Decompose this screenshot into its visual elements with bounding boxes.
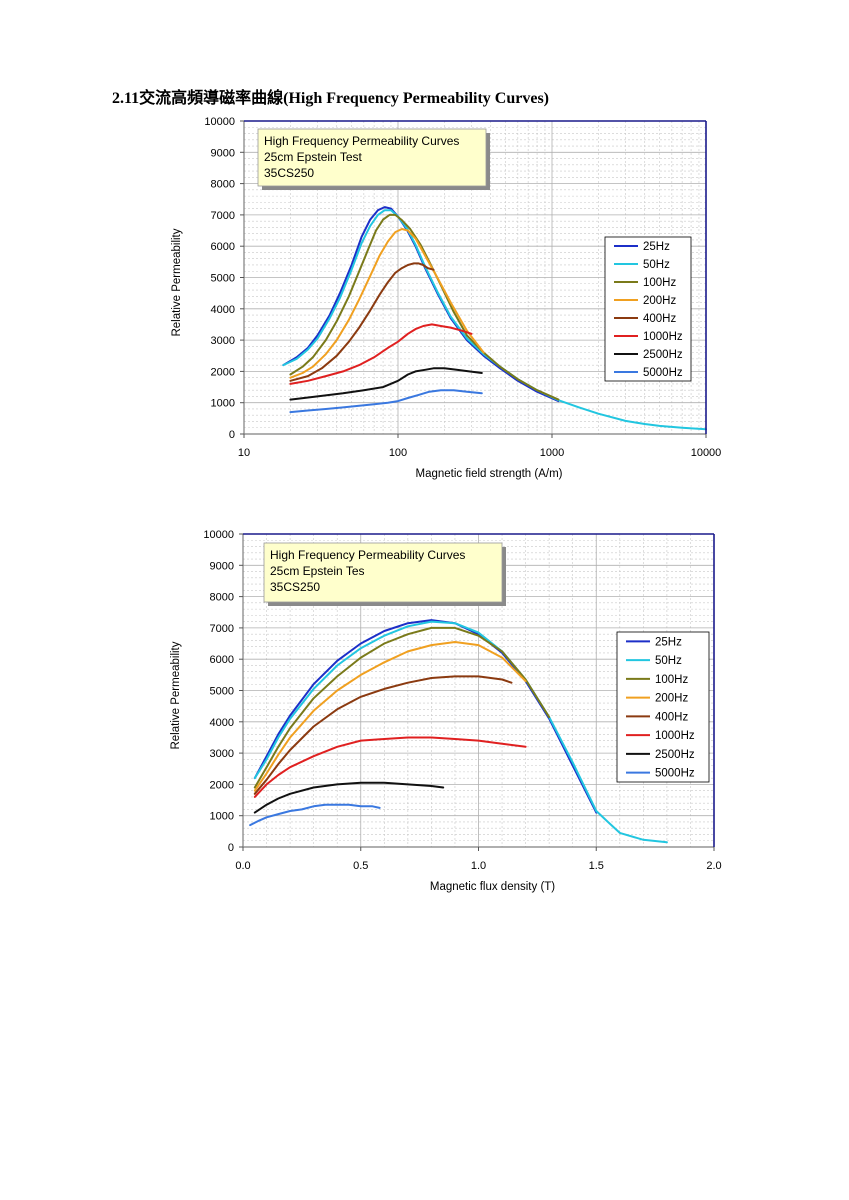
legend-label: 400Hz bbox=[655, 711, 688, 723]
legend-box bbox=[604, 236, 692, 382]
x-tick-label: 1.0 bbox=[471, 860, 486, 872]
note-line: 35CS250 bbox=[270, 580, 320, 594]
y-tick-label: 1000 bbox=[210, 811, 234, 823]
note-line: High Frequency Permeability Curves bbox=[264, 134, 459, 148]
note-line: 35CS250 bbox=[264, 166, 314, 180]
x-tick-label: 0.5 bbox=[353, 860, 368, 872]
y-tick-label: 7000 bbox=[211, 210, 235, 222]
legend-box bbox=[616, 631, 710, 783]
y-tick-label: 5000 bbox=[211, 273, 235, 285]
x-tick-label: 2.0 bbox=[706, 860, 721, 872]
y-tick-label: 8000 bbox=[210, 592, 234, 604]
y-tick-label: 10000 bbox=[204, 116, 235, 128]
page-title: 2.11交流高頻導磁率曲線(High Frequency Permeabilit… bbox=[112, 90, 550, 107]
y-tick-label: 2000 bbox=[211, 366, 235, 378]
series-line-200hz bbox=[289, 228, 485, 379]
series-line-50hz bbox=[253, 620, 668, 844]
chart-field-strength: 0 1000 2000 3000 4000 5000 6000 7000 8000 9000 100… bbox=[171, 116, 721, 480]
series-line-400hz bbox=[253, 675, 513, 795]
y-axis-label: Relative Permeability bbox=[171, 228, 183, 336]
y-tick-label: 6000 bbox=[210, 654, 234, 666]
note-box bbox=[263, 542, 503, 603]
x-tick-label: 1000 bbox=[540, 447, 564, 459]
x-tick-label: 10000 bbox=[691, 447, 722, 459]
x-tick-label: 1.5 bbox=[589, 860, 604, 872]
series-line-5000hz bbox=[289, 389, 483, 414]
legend-label: 5000Hz bbox=[655, 768, 695, 780]
legend-label: 2500Hz bbox=[643, 349, 683, 361]
chart-flux-density: 0 1000 2000 3000 4000 5000 6000 7000 8000 9000 100… bbox=[170, 529, 722, 893]
legend-label: 100Hz bbox=[643, 277, 676, 289]
series-line-5000hz bbox=[249, 803, 381, 827]
note-line: 25cm Epstein Tes bbox=[270, 564, 365, 578]
x-axis-label: Magnetic field strength (A/m) bbox=[415, 468, 562, 480]
series-line-1000hz bbox=[253, 736, 527, 798]
y-tick-label: 10000 bbox=[203, 529, 234, 541]
y-tick-label: 2000 bbox=[210, 779, 234, 791]
y-tick-label: 0 bbox=[228, 842, 234, 854]
legend-label: 1000Hz bbox=[655, 730, 695, 742]
y-tick-label: 3000 bbox=[210, 748, 234, 760]
series-line-100hz bbox=[289, 213, 560, 401]
y-tick-label: 7000 bbox=[210, 623, 234, 635]
series-line-2500hz bbox=[253, 781, 445, 814]
legend-label: 200Hz bbox=[655, 693, 688, 705]
series-line-100hz bbox=[253, 626, 551, 789]
series-line-400hz bbox=[289, 262, 435, 382]
y-tick-label: 4000 bbox=[211, 304, 235, 316]
x-axis-label: Magnetic flux density (T) bbox=[430, 881, 555, 893]
legend-label: 1000Hz bbox=[643, 331, 683, 343]
y-tick-label: 5000 bbox=[210, 686, 234, 698]
y-axis-label: Relative Permeability bbox=[170, 641, 182, 749]
legend-label: 5000Hz bbox=[643, 367, 683, 379]
legend-label: 400Hz bbox=[643, 313, 676, 325]
x-tick-label: 10 bbox=[238, 447, 250, 459]
note-line: High Frequency Permeability Curves bbox=[270, 548, 465, 562]
legend-label: 25Hz bbox=[643, 241, 670, 253]
note-box bbox=[257, 128, 487, 187]
note-line: 25cm Epstein Test bbox=[264, 150, 362, 164]
y-tick-label: 4000 bbox=[210, 717, 234, 729]
series-lines bbox=[282, 206, 707, 431]
y-tick-label: 1000 bbox=[211, 398, 235, 410]
y-tick-label: 0 bbox=[229, 429, 235, 441]
series-lines bbox=[249, 619, 668, 844]
x-tick-label: 0.0 bbox=[235, 860, 250, 872]
legend-label: 200Hz bbox=[643, 295, 676, 307]
y-tick-label: 6000 bbox=[211, 241, 235, 253]
series-line-1000hz bbox=[289, 323, 473, 385]
y-tick-label: 8000 bbox=[211, 179, 235, 191]
legend-label: 25Hz bbox=[655, 636, 682, 648]
legend-label: 2500Hz bbox=[655, 749, 695, 761]
y-tick-label: 9000 bbox=[210, 560, 234, 572]
y-tick-label: 3000 bbox=[211, 335, 235, 347]
y-tick-label: 9000 bbox=[211, 147, 235, 159]
legend-label: 50Hz bbox=[643, 259, 670, 271]
legend-label: 50Hz bbox=[655, 655, 682, 667]
x-tick-label: 100 bbox=[389, 447, 407, 459]
series-line-2500hz bbox=[289, 367, 483, 401]
series-line-200hz bbox=[253, 641, 527, 792]
legend-label: 100Hz bbox=[655, 674, 688, 686]
